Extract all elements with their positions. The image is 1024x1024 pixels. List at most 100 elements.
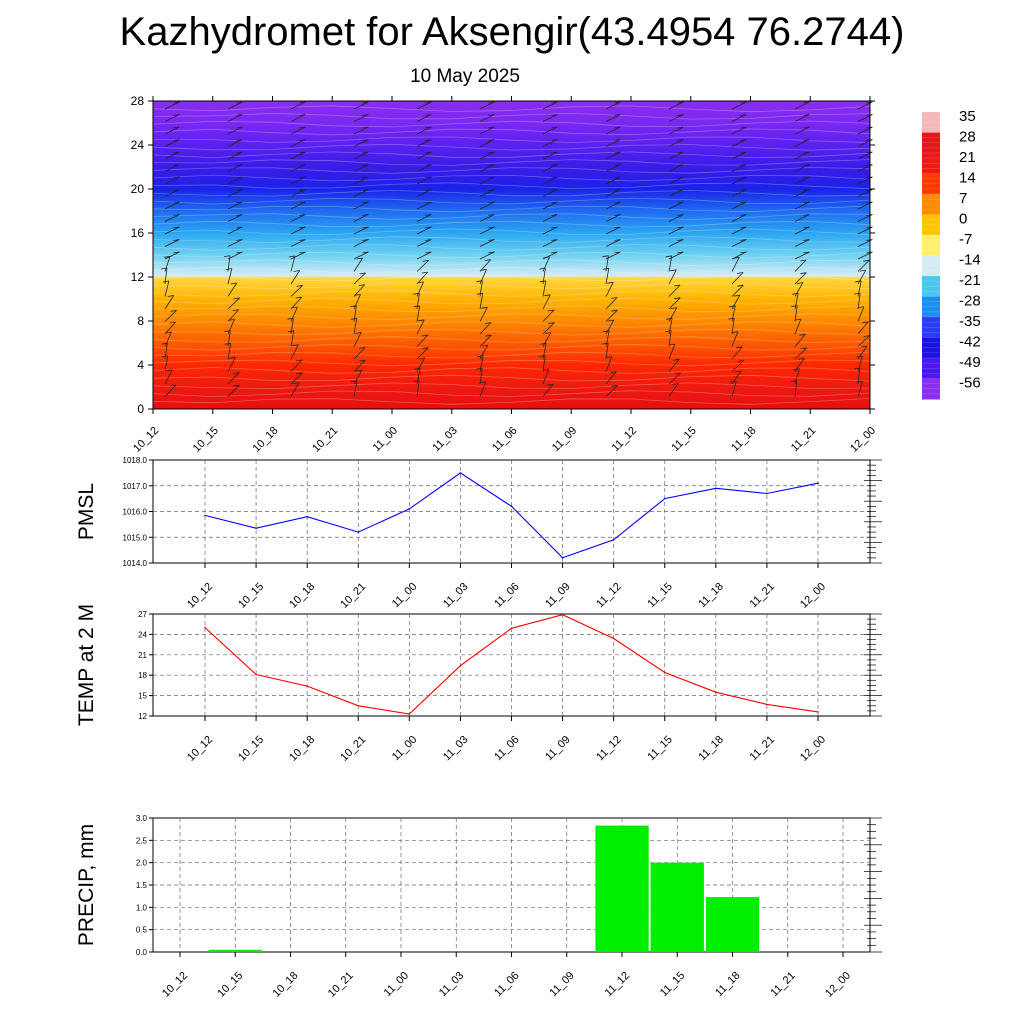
wind-barb [227, 126, 243, 135]
wind-barb-flag [236, 189, 243, 191]
wind-barb-flag [803, 201, 810, 204]
data-point [817, 482, 819, 485]
wind-barb-flag [614, 189, 621, 191]
wind-barb [542, 294, 551, 310]
wind-barb [794, 347, 807, 360]
wind-barb [668, 255, 673, 272]
wind-barb [416, 164, 432, 172]
wind-barb-flag [607, 281, 614, 284]
wind-barb [416, 139, 432, 147]
wind-barb [479, 307, 488, 322]
wind-barb [605, 114, 621, 122]
wind-barb [416, 260, 429, 272]
wind-barb-flag [414, 367, 421, 370]
colorbar-label: -21 [959, 272, 981, 289]
contour-line [152, 305, 871, 312]
wind-barbs [160, 101, 873, 397]
colorbar-label: 21 [959, 149, 976, 166]
wind-barb-flag [359, 272, 366, 275]
wind-barb-flag [422, 334, 429, 337]
contour-line [152, 367, 871, 374]
wind-barb [542, 139, 558, 147]
data-point [408, 713, 411, 715]
wind-barb [227, 319, 235, 335]
wind-barb-flag [230, 282, 237, 285]
wind-barb [164, 280, 170, 297]
wind-barb [668, 372, 681, 385]
heatmap-field [153, 101, 870, 409]
x-tick-label: 11_00 [390, 581, 420, 611]
x-tick-label: 10_21 [338, 734, 368, 764]
wind-barb-flag [173, 101, 180, 104]
data-point [255, 673, 257, 676]
wind-barb-flag [362, 114, 369, 116]
x-tick-label: 10_15 [215, 970, 245, 1000]
y-tick-label: 27 [138, 610, 147, 619]
data-point [715, 691, 717, 693]
wind-barb [542, 368, 550, 385]
wind-barb [416, 101, 432, 110]
wind-barb-flag [863, 259, 870, 262]
wind-barb [290, 306, 298, 322]
wind-barb-flag [803, 101, 810, 104]
wind-barb [794, 151, 810, 160]
wind-barb-flag [355, 331, 362, 334]
wind-barb [227, 343, 232, 360]
wind-barb [668, 164, 684, 172]
wind-barb-flag [476, 280, 483, 283]
wind-barb [668, 359, 680, 372]
wind-barb-flag [866, 239, 873, 241]
x-tick-label: 10_18 [271, 970, 301, 1000]
wind-barb-flag [611, 385, 618, 387]
wind-barb [227, 139, 243, 147]
wind-barb [794, 380, 798, 397]
wind-barb-flag [796, 282, 803, 284]
wind-barb [605, 176, 621, 185]
wind-barb-flag [731, 331, 738, 333]
wind-barb-flag [551, 239, 558, 241]
wind-barb [731, 305, 736, 322]
x-tick-label: 11_12 [610, 425, 640, 455]
wind-barb [164, 176, 180, 185]
colorbar-segment [922, 296, 940, 318]
wind-barb-flag [551, 251, 558, 254]
wind-barb [794, 189, 810, 197]
wind-barb [353, 380, 358, 397]
wind-barb-flag [362, 139, 369, 141]
wind-barb [164, 126, 180, 135]
wind-barb [794, 214, 810, 222]
wind-barb-flag [291, 306, 298, 309]
wind-barb-flag [481, 344, 488, 347]
wind-barb-flag [857, 306, 864, 308]
wind-barb-flag [485, 322, 492, 324]
wind-barb [731, 214, 747, 222]
wind-barb-flag [293, 270, 300, 272]
wind-barb [668, 201, 684, 210]
wind-barb-flag [677, 251, 684, 254]
contour-line [152, 328, 871, 336]
wind-barb-flag [729, 305, 736, 308]
wind-barb [542, 384, 554, 397]
wind-barb-flag [666, 317, 673, 320]
wind-barb [479, 269, 487, 285]
contour-line [152, 244, 871, 251]
wind-barb [416, 368, 421, 385]
wind-barb-flag [488, 214, 495, 216]
wind-barb-flag [164, 255, 171, 258]
y-axis-label: TEMP at 2 M [75, 604, 98, 726]
wind-barb-flag [359, 347, 366, 349]
wind-barb [605, 189, 621, 197]
data-point [459, 664, 462, 667]
contour-line [152, 336, 871, 344]
wind-barb [479, 164, 495, 172]
x-tick-label: 11_21 [789, 425, 819, 455]
wind-barb [290, 226, 306, 235]
wind-barb-flag [863, 335, 870, 337]
wind-barb-flag [611, 309, 618, 312]
wind-barb [479, 334, 492, 347]
wind-barb [416, 347, 429, 360]
wind-barb-flag [161, 355, 168, 358]
contour-line [152, 120, 871, 128]
wind-barb [164, 101, 180, 110]
wind-barb [479, 368, 483, 385]
